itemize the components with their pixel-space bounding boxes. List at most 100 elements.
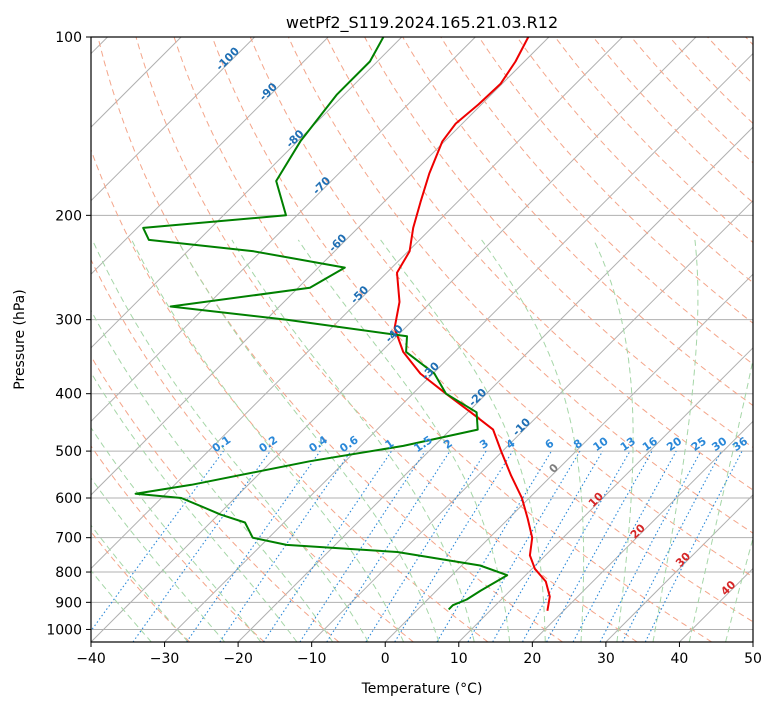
x-tick-label: 0 [381,651,390,667]
isotherm-label: -40 [383,322,406,345]
profile-series [134,37,551,611]
mixing-ratio-line [299,450,426,642]
y-tick-label: 800 [55,565,82,581]
dry-adiabat-line [135,37,638,642]
mixing-ratio-line [91,450,224,632]
dry-adiabat-line [249,37,753,578]
y-axis-title: Pressure (hPa) [12,289,28,389]
isotherm-label: -70 [310,174,333,197]
mixing-ratio-label: 1.5 [412,433,435,455]
dry-adiabat-line [173,37,713,642]
isotherm-label: -90 [257,80,280,103]
dry-adiabat-line [91,258,414,642]
dry-adiabat-line [91,148,489,642]
mixing-ratio-label: 0.6 [337,433,361,455]
x-tick-label: −40 [76,651,106,667]
dry-adiabat-line [707,37,753,85]
isotherm-line [679,567,753,642]
y-tick-label: 1000 [46,622,82,638]
mixing-ratio-line [219,450,352,642]
mixing-ratio-label: 0.4 [306,433,330,455]
y-tick-label: 100 [55,30,82,46]
moist-adiabat-line [91,477,225,642]
mixing-ratio-label: 6 [543,437,557,452]
isotherm-label: 30 [673,549,693,569]
moist-adiabat-line [91,426,262,642]
dry-adiabat-line [91,445,265,642]
mixing-ratio-line [644,450,743,642]
x-tick-label: 20 [523,651,541,667]
x-tick-label: 50 [744,651,762,667]
moist-adiabat-line [91,239,369,642]
dry-adiabat-line [326,37,753,491]
mixing-ratio-line [132,450,271,642]
temperature-profile-line [393,37,551,611]
mixing-ratio-line [436,450,552,642]
x-tick-label: −10 [297,651,327,667]
moist-adiabat-line [176,239,440,642]
isotherm-label: 10 [586,490,606,510]
mixing-ratio-line [263,450,392,642]
mixing-ratio-line [365,450,487,642]
axis-ticks: −40 −30 −20 −10 0 10 20 30 40 5010020030040050060… [46,30,762,667]
mixing-ratio-line [522,450,631,642]
isotherm-line [605,494,753,642]
isotherm-label: 20 [628,521,648,541]
mixing-ratio-line [394,450,514,642]
isotherm-line [91,37,403,349]
x-axis-title: Temperature (°C) [361,681,483,697]
isotherm-line [164,52,753,642]
mixing-ratio-label: 2 [441,437,455,452]
dry-adiabat-line [287,37,753,534]
moist-adiabat-line [380,239,546,642]
moist-adiabat-line [688,357,753,642]
moist-adiabat-line [91,309,334,642]
mixing-ratio-line [326,450,451,642]
dry-adiabat-line [91,531,191,642]
moist-adiabat-line [297,239,511,642]
isotherm-line [458,347,753,642]
moist-adiabat-line [231,239,475,642]
y-tick-label: 600 [55,491,82,507]
dry-adiabat-line [440,37,753,365]
isotherm-line [91,37,476,423]
reference-lines [91,37,753,642]
x-tick-label: −30 [150,651,180,667]
isotherm-line [384,273,753,642]
dry-adiabat-line [91,355,340,642]
isotherm-label: -50 [348,283,371,306]
moist-adiabat-line [131,239,405,642]
y-tick-label: 900 [55,595,82,611]
moist-adiabat-line [91,371,298,642]
mixing-ratio-label: 0.1 [210,433,233,455]
isotherm-label: -10 [510,415,533,438]
moist-adiabat-line [593,239,634,642]
mixing-ratio-line [572,450,677,642]
dry-adiabat-line [516,37,753,284]
dry-adiabat-line [211,37,753,623]
isotherm-line [752,641,753,642]
dewpoint-profile-line [134,37,509,611]
isotherm-line [91,37,697,642]
isotherm-line [531,420,753,642]
isotherm-label: 40 [718,578,738,598]
mixing-ratio-line [546,450,653,642]
isotherm-label: -100 [213,44,242,73]
isotherm-line [91,37,550,496]
isotherm-line [91,37,329,275]
y-tick-label: 200 [55,208,82,224]
mixing-ratio-label: 3 [477,437,491,452]
isotherm-label: -80 [283,127,306,150]
y-tick-label: 400 [55,387,82,403]
y-tick-label: 300 [55,313,82,329]
isotherm-line [237,126,753,642]
mixing-ratio-line [599,450,702,642]
moist-adiabat-line [91,524,189,642]
mixing-ratio-line [186,450,321,642]
x-tick-label: 30 [597,651,615,667]
x-tick-label: 10 [450,651,468,667]
moist-adiabat-line [481,239,585,642]
y-tick-label: 500 [55,444,82,460]
chart-title: wetPf2_S119.2024.165.21.03.R12 [286,13,558,33]
